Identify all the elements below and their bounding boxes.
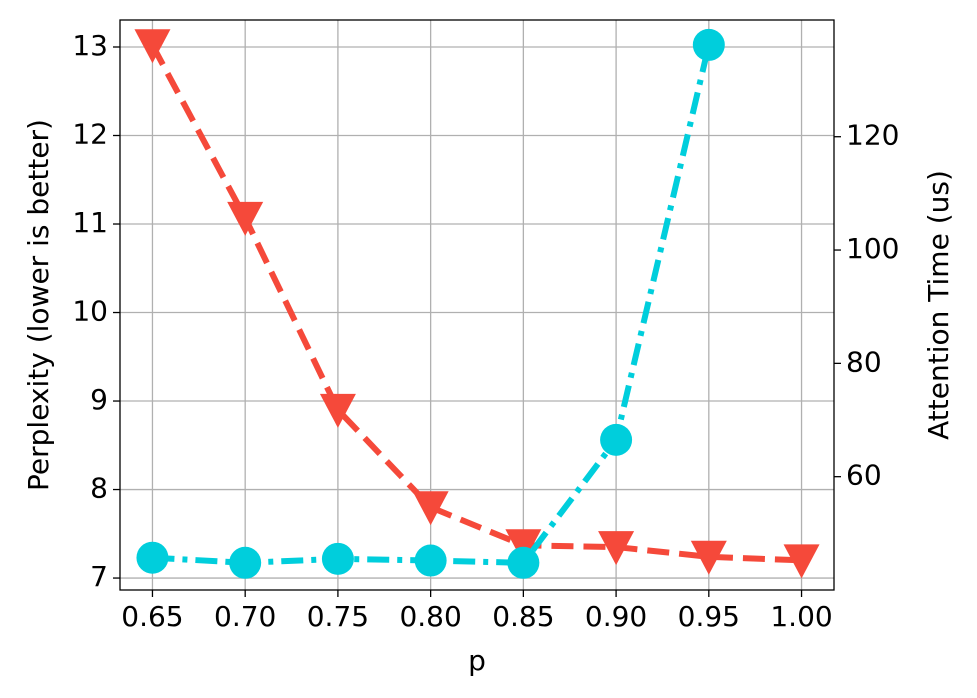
marker [414, 544, 447, 577]
x-tick-label: 0.95 [678, 600, 740, 633]
marker [505, 529, 542, 564]
y-tick-label: 11 [72, 206, 108, 239]
x-tick-label: 1.00 [770, 600, 832, 633]
x-tick-label: 0.70 [214, 600, 276, 633]
x-tick-label: 0.80 [399, 600, 461, 633]
x-tick-label: 0.65 [121, 600, 183, 633]
x-tick-label: 0.85 [492, 600, 554, 633]
y-tick-label: 12 [72, 118, 108, 151]
x-tick-label: 0.75 [307, 600, 369, 633]
marker [227, 201, 264, 236]
series-line [149, 43, 802, 564]
marker [690, 540, 727, 575]
plot-frame [119, 19, 835, 591]
marker [598, 531, 635, 566]
marker [229, 546, 262, 579]
y2-tick-label: 120 [846, 119, 899, 152]
y-axis-label: Perplexity (lower is better) [22, 119, 55, 491]
marker [136, 541, 169, 574]
marker [134, 29, 171, 64]
marker [692, 28, 725, 61]
marker [600, 423, 633, 456]
x-axis-label: p [468, 644, 486, 677]
marker [321, 542, 354, 575]
y2-tick-label: 100 [846, 232, 899, 265]
marker [507, 546, 540, 579]
y2-tick-label: 60 [846, 459, 882, 492]
y-tick-label: 8 [90, 472, 108, 505]
y-tick-label: 10 [72, 295, 108, 328]
y-tick-label: 9 [90, 383, 108, 416]
y2-tick-label: 80 [846, 345, 882, 378]
y-tick-label: 13 [72, 29, 108, 62]
y-tick-label: 7 [90, 560, 108, 593]
marker [783, 544, 820, 579]
x-tick-label: 0.90 [585, 600, 647, 633]
marker [319, 393, 356, 428]
marker [412, 491, 449, 526]
y2-axis-label: Attention Time (us) [922, 170, 955, 440]
